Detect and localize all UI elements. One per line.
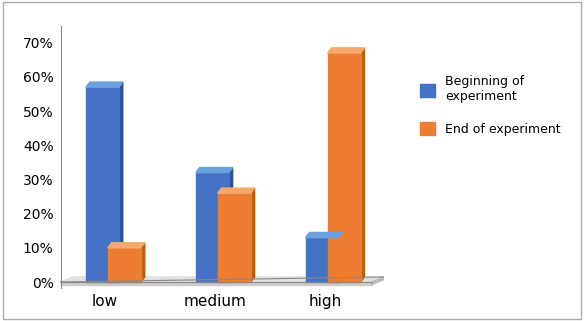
Legend: Beginning of
experiment, End of experiment: Beginning of experiment, End of experime… <box>415 70 566 141</box>
Polygon shape <box>108 243 145 248</box>
Polygon shape <box>328 48 364 53</box>
Bar <box>196 173 229 282</box>
Polygon shape <box>119 82 123 282</box>
Polygon shape <box>360 48 364 282</box>
Polygon shape <box>371 277 383 285</box>
Polygon shape <box>229 168 232 282</box>
Polygon shape <box>251 188 255 282</box>
Polygon shape <box>141 243 145 282</box>
Polygon shape <box>305 232 343 238</box>
Polygon shape <box>61 282 371 285</box>
Bar <box>86 87 119 282</box>
Polygon shape <box>339 232 343 282</box>
Bar <box>218 193 251 282</box>
Bar <box>305 238 339 282</box>
Bar <box>328 53 360 282</box>
Bar <box>108 248 141 282</box>
Polygon shape <box>86 82 123 87</box>
Polygon shape <box>196 168 232 173</box>
Polygon shape <box>61 277 383 282</box>
Polygon shape <box>218 188 255 193</box>
